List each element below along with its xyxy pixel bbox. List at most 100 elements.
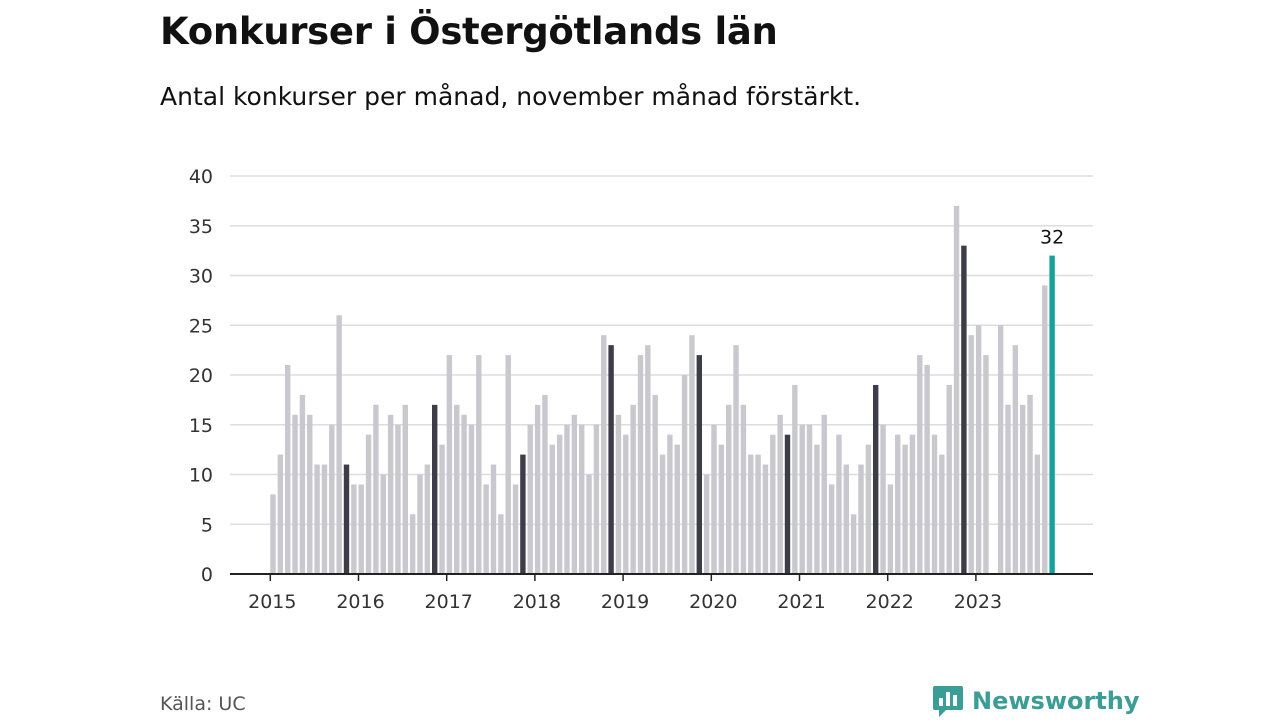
bar <box>939 454 945 574</box>
x-tick-label: 2023 <box>954 591 1002 613</box>
chart-subtitle: Antal konkurser per månad, november måna… <box>160 82 862 111</box>
bar <box>880 424 886 574</box>
bar <box>292 414 298 574</box>
bar <box>601 335 607 574</box>
latest-bar <box>1049 255 1055 574</box>
bar <box>417 474 423 574</box>
x-tick-label: 2021 <box>777 591 825 613</box>
bar <box>703 474 710 574</box>
bar <box>483 484 489 574</box>
bar <box>527 424 533 574</box>
bar <box>917 355 923 574</box>
x-tick-label: 2017 <box>425 591 473 613</box>
bar <box>461 414 467 574</box>
bar <box>549 444 555 574</box>
bar <box>887 484 894 574</box>
bar <box>329 424 335 574</box>
bar <box>490 464 497 574</box>
y-tick-label: 5 <box>201 514 213 536</box>
bar <box>571 414 578 574</box>
bar <box>307 414 313 574</box>
bar <box>814 444 820 574</box>
bar <box>792 384 798 574</box>
bar <box>652 394 658 574</box>
bar <box>446 355 453 574</box>
bar <box>564 424 570 574</box>
bar <box>865 444 872 574</box>
bar <box>365 434 372 574</box>
bar <box>542 394 548 574</box>
bar <box>667 434 673 574</box>
bar <box>593 424 600 574</box>
bar <box>409 514 416 574</box>
bar <box>579 424 585 574</box>
bar <box>358 484 364 574</box>
brand-logo: Newsworthy <box>932 684 1140 718</box>
bar <box>968 335 974 574</box>
bar <box>733 345 739 574</box>
bar <box>512 484 519 574</box>
november-bar <box>696 355 702 574</box>
bar <box>931 434 938 574</box>
bar <box>748 454 754 574</box>
bar <box>534 404 541 574</box>
y-tick-label: 0 <box>201 564 213 586</box>
bar <box>689 335 695 574</box>
data-label: 32 <box>1040 227 1064 249</box>
y-tick-label: 10 <box>189 465 213 487</box>
bar <box>726 404 732 574</box>
brand-name: Newsworthy <box>972 687 1140 715</box>
y-tick-label: 20 <box>189 365 213 387</box>
bar <box>314 464 320 574</box>
bar <box>336 315 342 574</box>
bar <box>454 404 460 574</box>
x-tick-label: 2016 <box>336 591 384 613</box>
bar <box>387 414 394 574</box>
y-tick-label: 30 <box>189 266 213 288</box>
bar <box>946 384 952 574</box>
bar <box>755 454 761 574</box>
bar <box>373 404 379 574</box>
november-bar <box>608 345 614 574</box>
bar <box>711 424 717 574</box>
bar <box>674 444 680 574</box>
bar <box>1042 285 1048 574</box>
bar <box>997 325 1004 574</box>
y-tick-label: 40 <box>189 166 213 188</box>
bar <box>1034 454 1041 574</box>
bar <box>777 414 783 574</box>
bar <box>924 365 930 574</box>
bar <box>828 484 835 574</box>
x-tick-label: 2020 <box>689 591 737 613</box>
x-tick-label: 2018 <box>513 591 561 613</box>
bar <box>645 345 651 574</box>
bar <box>858 464 864 574</box>
november-bar <box>961 245 967 574</box>
bar <box>843 464 849 574</box>
bar-chart: 0 5 10 15 20 25 30 35 40 2015 2016 2017 2018 2019 2020… <box>189 166 1093 613</box>
bar <box>909 434 916 574</box>
bar <box>770 434 776 574</box>
bar <box>1005 404 1011 574</box>
bar <box>836 434 842 574</box>
bar <box>630 404 636 574</box>
november-bar <box>784 434 791 574</box>
y-tick-label: 15 <box>189 415 213 437</box>
bar <box>321 464 328 574</box>
bar <box>623 434 629 574</box>
november-bar <box>873 384 879 574</box>
bar <box>681 375 688 574</box>
bar <box>439 444 445 574</box>
bar <box>799 424 805 574</box>
bar <box>1027 394 1033 574</box>
bar <box>395 424 401 574</box>
bar <box>402 404 408 574</box>
source-note: Källa: UC <box>160 693 246 715</box>
bar <box>1020 404 1026 574</box>
bar <box>468 424 475 574</box>
bar <box>351 484 357 574</box>
bar <box>270 494 276 574</box>
bar <box>850 514 857 574</box>
bar <box>476 355 482 574</box>
bar <box>806 424 813 574</box>
